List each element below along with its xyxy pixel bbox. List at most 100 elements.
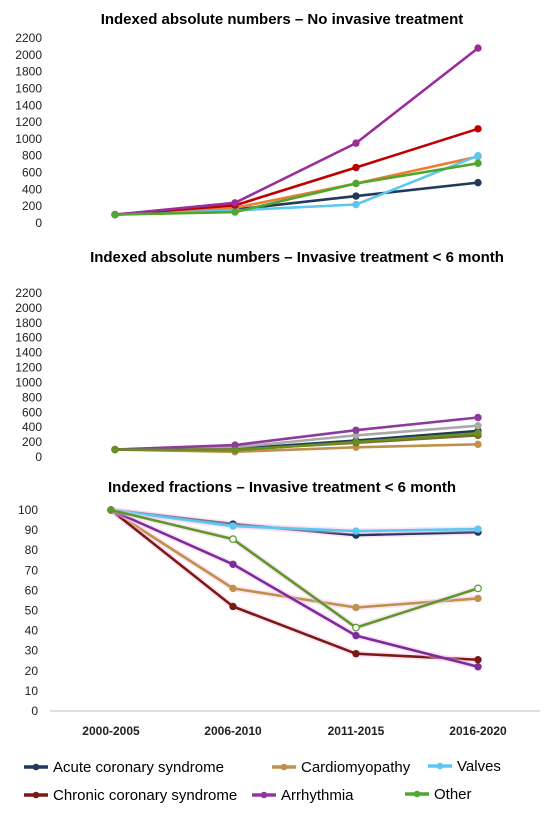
- y-tick-label: 1000: [15, 132, 42, 146]
- series-line: [110, 508, 479, 662]
- y-tick-label: 20: [25, 664, 39, 678]
- data-point: [474, 421, 482, 430]
- x-tick-label: 2011-2015: [328, 724, 385, 738]
- legend-marker: [436, 762, 444, 770]
- y-tick-label: 1000: [15, 375, 42, 389]
- data-point: [229, 602, 237, 611]
- y-tick-label: 200: [22, 435, 42, 449]
- y-tick-label: 2000: [15, 48, 42, 62]
- legend-label: Other: [434, 786, 472, 803]
- data-point: [474, 125, 482, 133]
- data-point: [111, 210, 119, 219]
- series-line: [114, 47, 479, 216]
- data-point: [352, 527, 360, 535]
- data-point: [107, 506, 115, 514]
- data-point: [352, 650, 360, 658]
- y-tick-label: 600: [22, 166, 42, 180]
- data-point: [474, 178, 482, 187]
- legend-label: Arrhythmia: [281, 787, 354, 804]
- series-line: [110, 508, 479, 609]
- data-point: [352, 623, 360, 632]
- y-tick-label: 2200: [15, 31, 42, 45]
- x-tick-label: 2006-2010: [204, 724, 262, 738]
- data-point: [474, 159, 482, 167]
- data-point: [111, 445, 119, 454]
- y-tick-label: 800: [22, 390, 42, 404]
- y-tick-label: 2200: [15, 286, 42, 300]
- chart-title: Indexed absolute numbers – No invasive t…: [101, 11, 464, 28]
- chart-title: Indexed absolute numbers – Invasive trea…: [90, 249, 504, 266]
- data-point: [352, 179, 360, 188]
- data-point: [352, 603, 360, 612]
- legend-marker: [32, 763, 40, 771]
- x-tick-label: 2016-2020: [449, 724, 507, 738]
- y-tick-label: 600: [22, 405, 42, 419]
- y-tick-label: 50: [25, 604, 39, 618]
- data-point: [352, 631, 360, 640]
- y-tick-label: 90: [25, 523, 39, 537]
- legend-label: Valves: [457, 758, 501, 775]
- y-tick-label: 1200: [15, 361, 42, 375]
- series-other: [107, 506, 482, 632]
- data-point: [474, 663, 482, 671]
- data-point: [352, 139, 360, 147]
- y-tick-label: 30: [25, 644, 39, 658]
- data-point: [229, 522, 237, 530]
- series-line: [114, 416, 479, 451]
- legend-item: Other: [405, 786, 472, 803]
- legend-label: Cardiomyopathy: [301, 759, 411, 776]
- data-point: [231, 199, 239, 207]
- y-tick-label: 1200: [15, 115, 42, 129]
- data-point: [352, 163, 360, 172]
- y-tick-label: 80: [25, 543, 39, 557]
- y-tick-label: 100: [18, 503, 38, 517]
- y-tick-label: 2000: [15, 301, 42, 315]
- series-chronic-coronary-syndrome: [107, 506, 482, 664]
- data-point: [231, 446, 239, 454]
- data-point: [231, 208, 239, 216]
- y-tick-label: 0: [35, 216, 42, 230]
- series-line: [114, 431, 479, 452]
- y-tick-label: 10: [25, 684, 39, 698]
- chart-panel-no-invasive: Indexed absolute numbers – No invasive t…: [15, 11, 482, 230]
- data-point: [474, 429, 482, 437]
- data-point: [229, 584, 237, 593]
- series-line: [110, 508, 479, 629]
- y-tick-label: 1400: [15, 98, 42, 112]
- data-point: [229, 535, 237, 544]
- data-point: [474, 440, 482, 449]
- data-point: [474, 584, 482, 593]
- data-point: [352, 438, 360, 446]
- y-tick-label: 0: [31, 704, 38, 718]
- legend-label: Acute coronary syndrome: [53, 759, 224, 776]
- data-point: [474, 594, 482, 603]
- y-tick-label: 200: [22, 199, 42, 213]
- data-point: [474, 525, 482, 533]
- y-tick-label: 70: [25, 563, 39, 577]
- legend-item: Chronic coronary syndrome: [24, 787, 237, 804]
- data-point: [352, 200, 360, 209]
- legend-item: Acute coronary syndrome: [24, 759, 224, 776]
- series-line: [110, 508, 479, 669]
- legend-marker: [280, 763, 288, 771]
- y-tick-label: 1800: [15, 316, 42, 330]
- data-point: [474, 152, 482, 160]
- series-line: [110, 508, 479, 533]
- series-line: [114, 162, 479, 216]
- series-valves: [107, 506, 482, 535]
- series-other: [111, 159, 482, 219]
- y-tick-label: 60: [25, 583, 39, 597]
- series-arrhythmia: [111, 44, 482, 219]
- legend-marker: [413, 790, 421, 798]
- legend-marker: [32, 791, 40, 799]
- legend-item: Valves: [428, 758, 501, 775]
- chart-title: Indexed fractions – Invasive treatment <…: [108, 479, 456, 496]
- y-tick-label: 1600: [15, 331, 42, 345]
- data-point: [474, 656, 482, 664]
- x-tick-label: 2000-2005: [82, 724, 140, 738]
- chart-panel-invasive-absolute: Indexed absolute numbers – Invasive trea…: [15, 249, 504, 464]
- series-other: [111, 429, 482, 454]
- data-point: [229, 560, 237, 568]
- legend-item: Cardiomyopathy: [272, 759, 411, 776]
- legend-marker: [260, 791, 268, 799]
